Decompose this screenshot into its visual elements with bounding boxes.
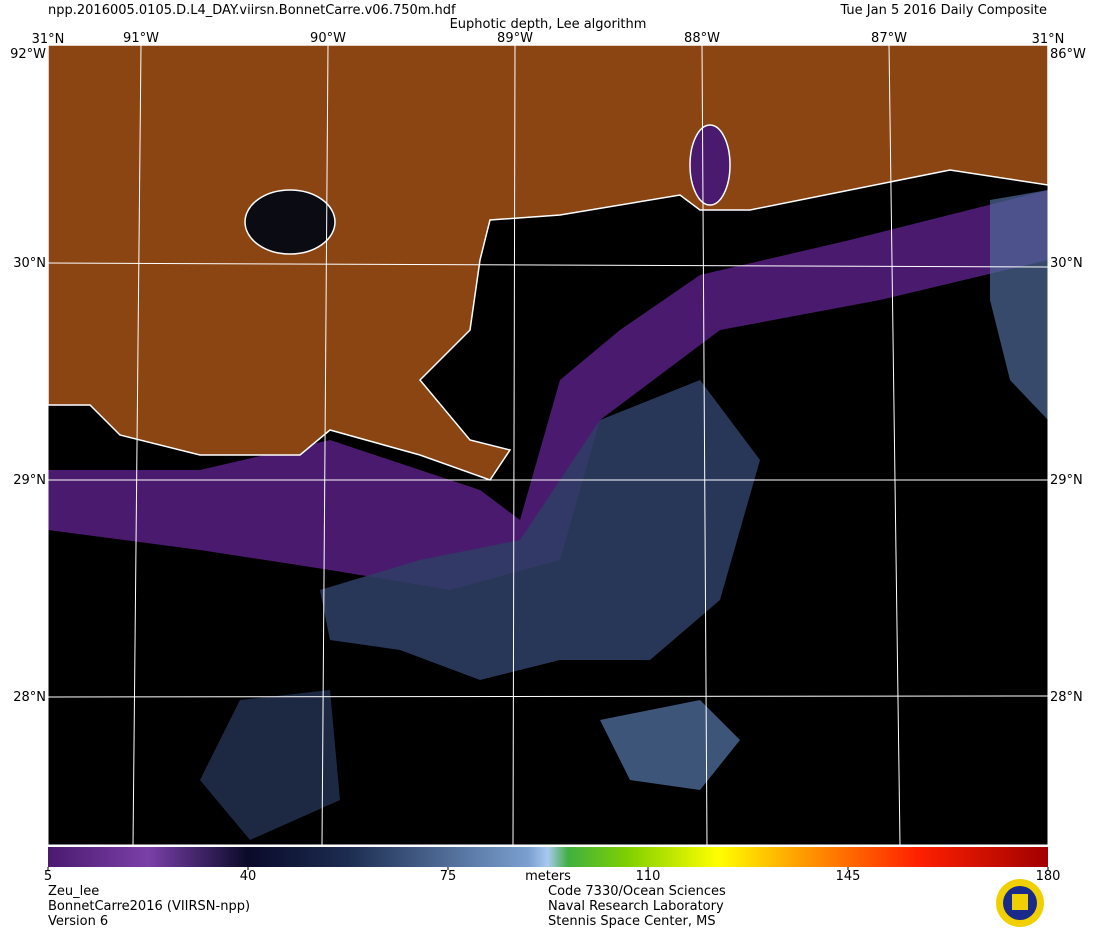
lon-label: 88°W — [684, 31, 720, 46]
colorbar-unit: meters — [525, 869, 571, 884]
nrl-logo — [996, 879, 1044, 927]
footer-left: Zeu_lee — [48, 884, 99, 899]
title: Euphotic depth, Lee algorithm — [450, 17, 647, 32]
footer-right: Code 7330/Ocean Sciences — [548, 884, 726, 899]
lon-label: 87°W — [871, 31, 907, 46]
lat-label: 28°N — [13, 690, 46, 705]
corner-label: 86°W — [1050, 47, 1086, 62]
lat-label: 30°N — [1050, 256, 1083, 271]
map-frame — [47, 44, 1049, 846]
footer-right: Naval Research Laboratory — [548, 899, 724, 914]
lon-label: 90°W — [310, 31, 346, 46]
footer-left: BonnetCarre2016 (VIIRSN-npp) — [48, 899, 250, 914]
lat-label: 30°N — [13, 256, 46, 271]
colorbar-tick-label: 40 — [240, 869, 257, 884]
colorbar — [48, 847, 1048, 867]
lon-label: 89°W — [497, 31, 533, 46]
colorbar-tick-label: 75 — [440, 869, 457, 884]
corner-label: 31°N — [32, 32, 65, 47]
colorbar-tick-label: 110 — [636, 869, 661, 884]
corner-label: 92°W — [10, 47, 46, 62]
colorbar-tick-label: 145 — [836, 869, 861, 884]
colorbar-tick-label: 5 — [44, 869, 52, 884]
lon-label: 91°W — [123, 31, 159, 46]
corner-label: 31°N — [1032, 32, 1065, 47]
date: Tue Jan 5 2016 Daily Composite — [839, 3, 1047, 18]
lat-label: 28°N — [1050, 690, 1083, 705]
lat-label: 29°N — [13, 473, 46, 488]
colorbar-tick-label: 180 — [1036, 869, 1061, 884]
lat-label: 29°N — [1050, 473, 1083, 488]
filename: npp.2016005.0105.D.L4_DAY.viirsn.BonnetC… — [48, 3, 456, 18]
footer-left: Version 6 — [48, 914, 108, 929]
footer-right: Stennis Space Center, MS — [548, 914, 716, 929]
map — [48, 45, 1048, 845]
